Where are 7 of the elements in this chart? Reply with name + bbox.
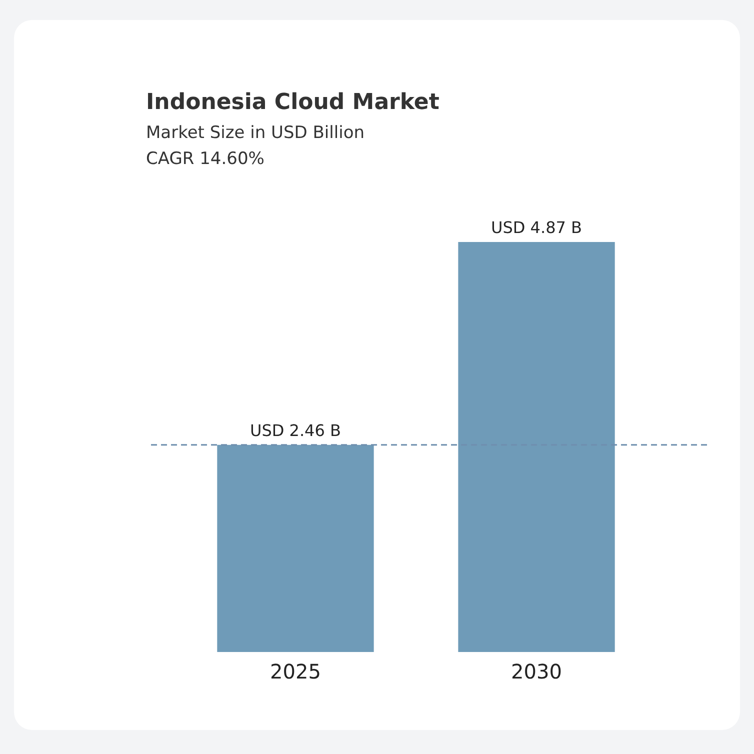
- x-tick-label: 2030: [511, 660, 562, 684]
- text: CAGR 14.60%: [146, 149, 266, 169]
- data-label: USD 2.46 B: [250, 420, 341, 440]
- data-label: USD 4.87 B: [491, 218, 582, 237]
- chart-title: Indonesia Cloud Market: [146, 90, 440, 115]
- x-tick-label: 2025: [270, 660, 321, 684]
- chart-subtitle: Market Size in USD Billion: [146, 123, 366, 143]
